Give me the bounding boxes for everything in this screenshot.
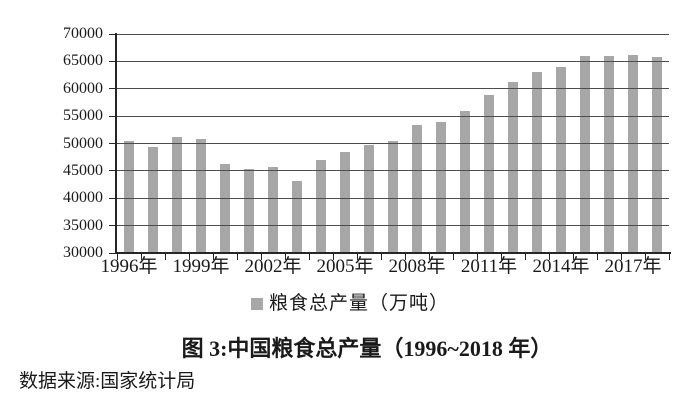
x-axis-tick [188,254,190,260]
y-axis-tick [109,143,115,144]
bar-2016年 [604,55,614,253]
gridline-50000 [117,143,669,144]
y-axis-label: 55000 [63,107,103,125]
plot-area [117,34,669,253]
y-axis-label: 60000 [63,79,103,97]
bar-2006年 [364,144,374,253]
bar-2003年 [292,181,302,253]
bar-2012年 [508,82,518,253]
bar-2002年 [268,167,278,253]
x-axis-tick [500,254,502,260]
y-axis-label: 45000 [63,161,103,179]
x-axis-tick [596,254,598,260]
x-axis-tick [380,254,382,260]
legend-label: 粮食总产量（万吨） [268,293,449,314]
y-axis-line [115,33,117,254]
x-axis-label-2005年: 2005年 [316,256,374,277]
bar-2001年 [244,169,254,253]
bar-2008年 [412,124,422,253]
bar-2011年 [484,95,494,253]
y-axis-label: 30000 [63,244,103,261]
chart-title: 图 3:中国粮食总产量（1996~2018 年） [181,336,553,361]
x-axis-tick [404,254,406,260]
x-axis-label-1999年: 1999年 [172,256,230,277]
bar-2018年 [652,57,662,253]
gridline-45000 [117,170,669,172]
x-axis-label-2002年: 2002年 [244,256,302,277]
bar-2004年 [316,160,326,253]
y-axis-tick [109,170,115,172]
bar-2014年 [556,67,566,253]
x-axis-tick [140,254,142,260]
x-axis-tick [260,254,262,260]
x-axis-tick [332,254,334,260]
bar-2017年 [628,55,638,253]
x-axis-label-2011年: 2011年 [460,256,518,277]
x-axis-label-2008年: 2008年 [388,256,446,277]
x-axis-tick [308,254,310,260]
x-axis-label-1996年: 1996年 [100,256,158,277]
y-axis-label: 35000 [63,216,103,234]
bar-2015年 [580,55,590,253]
x-axis-tick [644,254,646,260]
x-axis-tick [356,254,358,260]
legend-marker-square [250,297,263,310]
x-axis-tick [524,254,526,260]
gridline-65000 [117,60,669,62]
x-axis-tick [164,254,166,260]
gridline-40000 [117,197,669,199]
x-axis-tick [572,254,574,260]
x-axis-tick [212,254,214,260]
x-axis-tick [428,254,430,260]
x-axis-tick [476,254,478,260]
y-axis-label: 40000 [63,189,103,207]
bar-2000年 [220,164,230,253]
y-axis-tick [109,60,115,62]
y-axis-tick [109,33,115,35]
x-axis-tick [548,254,550,260]
bar-2007年 [388,141,398,253]
gridline-55000 [117,115,669,117]
gridline-70000 [117,34,669,35]
x-axis-tick [236,254,238,260]
y-axis-tick [109,115,115,117]
x-axis-label-2014年: 2014年 [532,256,590,277]
bar-1997年 [148,146,158,253]
bar-2005年 [340,152,350,253]
x-axis-tick [116,254,118,260]
bar-1998年 [172,136,182,253]
y-axis-tick [109,252,115,254]
bar-2010年 [460,111,470,253]
x-axis-tick [668,254,670,260]
data-source-note: 数据来源:国家统计局 [19,371,196,392]
bar-1996年 [124,141,134,253]
gridline-35000 [117,225,669,227]
x-axis-line [115,252,671,254]
x-axis-tick [284,254,286,260]
y-axis-label: 50000 [63,134,103,152]
y-axis-tick [109,88,115,90]
bar-2009年 [436,121,446,253]
y-axis-label: 65000 [63,52,103,70]
y-axis-label: 70000 [63,25,103,42]
x-axis-label-2017年: 2017年 [604,256,662,277]
legend: 粮食总产量（万吨） [0,294,700,313]
bar-1999年 [196,138,206,253]
x-axis-tick [452,254,454,260]
y-axis-tick [109,225,115,227]
gridline-60000 [117,88,669,90]
x-axis-tick [620,254,622,260]
y-axis-tick [109,197,115,199]
bar-2013年 [532,72,542,253]
